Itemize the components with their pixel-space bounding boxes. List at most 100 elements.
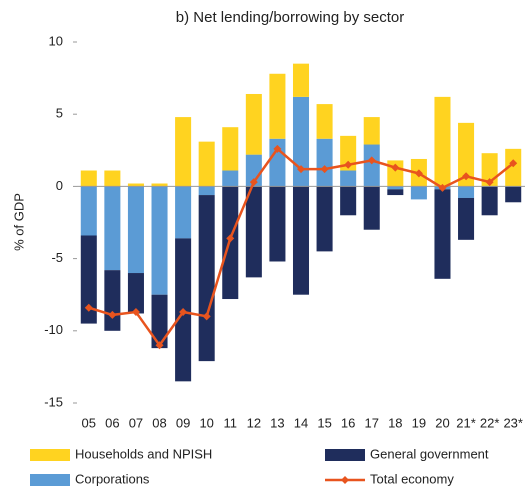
bar-segment [80,186,97,236]
bar-segment [127,183,144,187]
total-marker [131,308,140,317]
bar-segment [363,186,380,230]
bar-segment [104,170,121,187]
x-tick-label: 23* [503,415,523,430]
total-marker [509,159,518,168]
bar-segment [363,144,380,187]
x-tick-label: 09 [176,415,190,430]
y-tick-label: -15 [44,394,63,409]
x-tick-label: 11 [224,415,238,430]
bar-segment [175,117,192,187]
x-tick-label: 08 [152,415,166,430]
x-tick-label: 21* [456,415,476,430]
y-tick-label: 10 [49,33,63,48]
bar-segment [269,73,286,139]
legend-marker [341,476,349,484]
y-tick-label: 5 [56,106,63,121]
legend-swatch [325,449,365,461]
total-marker [414,169,423,178]
bar-segment [316,104,333,139]
total-marker [320,165,329,174]
x-tick-label: 16 [341,415,355,430]
legend-label: Households and NPISH [75,446,212,461]
bar-segment [104,270,121,331]
x-tick-label: 22* [480,415,500,430]
legend-swatch [30,449,70,461]
bar-segment [387,189,404,196]
total-marker [344,160,353,169]
bar-segment [316,186,333,252]
bar-segment [198,141,215,187]
x-tick-label: 17 [365,415,379,430]
total-marker [249,178,258,187]
x-tick-label: 19 [412,415,426,430]
legend-swatch [30,474,70,486]
chart-title: b) Net lending/borrowing by sector [176,9,404,26]
bar-segment [198,195,215,362]
total-marker [202,312,211,321]
total-marker [226,234,235,243]
x-tick-label: 13 [270,415,284,430]
total-marker [462,172,471,181]
y-tick-label: -10 [44,322,63,337]
bar-segment [80,170,97,187]
bar-segment [222,127,239,171]
bar-segment [481,186,498,216]
bar-segment [151,186,168,295]
x-tick-label: 07 [129,415,143,430]
bar-segment [222,186,239,300]
bar-segment [434,189,451,279]
total-marker [108,310,117,319]
x-tick-label: 12 [247,415,261,430]
total-marker [155,341,164,350]
bar-segment [222,170,239,187]
bar-segment [245,93,262,155]
bar-segment [316,138,333,187]
bar-segment [151,183,168,187]
bar-segment [175,186,192,239]
bar-segment [340,170,357,187]
total-marker [179,308,188,317]
x-tick-label: 05 [82,415,96,430]
bar-segment [363,117,380,145]
bar-segment [292,186,310,295]
bar-segment [269,186,286,262]
x-tick-label: 10 [199,415,213,430]
bar-segment [458,197,475,240]
bar-segment [292,63,310,97]
y-tick-label: 0 [56,178,63,193]
bar-segment [127,186,144,274]
total-marker [391,163,400,172]
legend-label: General government [370,446,489,461]
total-marker [297,165,305,174]
bar-segment [505,186,522,203]
x-tick-label: 15 [317,415,331,430]
total-marker [438,183,447,192]
y-axis-label: % of GDP [11,193,26,251]
bar-segment [410,186,427,200]
bar-segment [387,186,404,190]
y-tick-label: -5 [51,250,63,265]
bar-segment [198,186,215,196]
bar-segment [505,148,522,187]
x-tick-label: 20 [435,415,449,430]
total-marker [485,178,494,187]
bar-segment [151,294,168,349]
legend-label: Corporations [75,471,150,486]
total-marker [367,156,376,165]
bar-segment [104,186,121,271]
x-tick-label: 18 [388,415,402,430]
total-marker [84,303,93,312]
legend-label: Total economy [370,471,454,486]
bar-segment [127,273,144,314]
bar-segment [245,186,262,278]
x-tick-label: 06 [105,415,119,430]
bar-segment [434,96,451,187]
bar-segment [458,122,475,187]
bar-segment [340,135,357,171]
bar-segment [340,186,357,216]
x-tick-label: 14 [294,415,308,430]
bar-segment [80,235,97,324]
total-marker [273,144,282,153]
